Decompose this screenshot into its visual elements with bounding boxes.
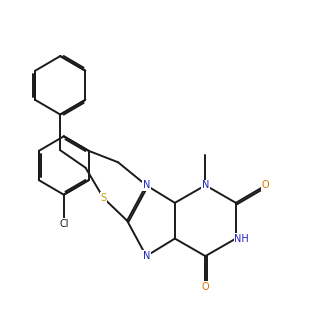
Text: NH: NH <box>234 234 249 244</box>
Text: Cl: Cl <box>59 219 68 229</box>
Text: O: O <box>262 180 270 190</box>
Text: O: O <box>202 282 209 292</box>
Text: N: N <box>143 180 150 190</box>
Text: N: N <box>143 251 150 261</box>
Text: N: N <box>202 180 209 190</box>
Text: S: S <box>100 193 106 203</box>
